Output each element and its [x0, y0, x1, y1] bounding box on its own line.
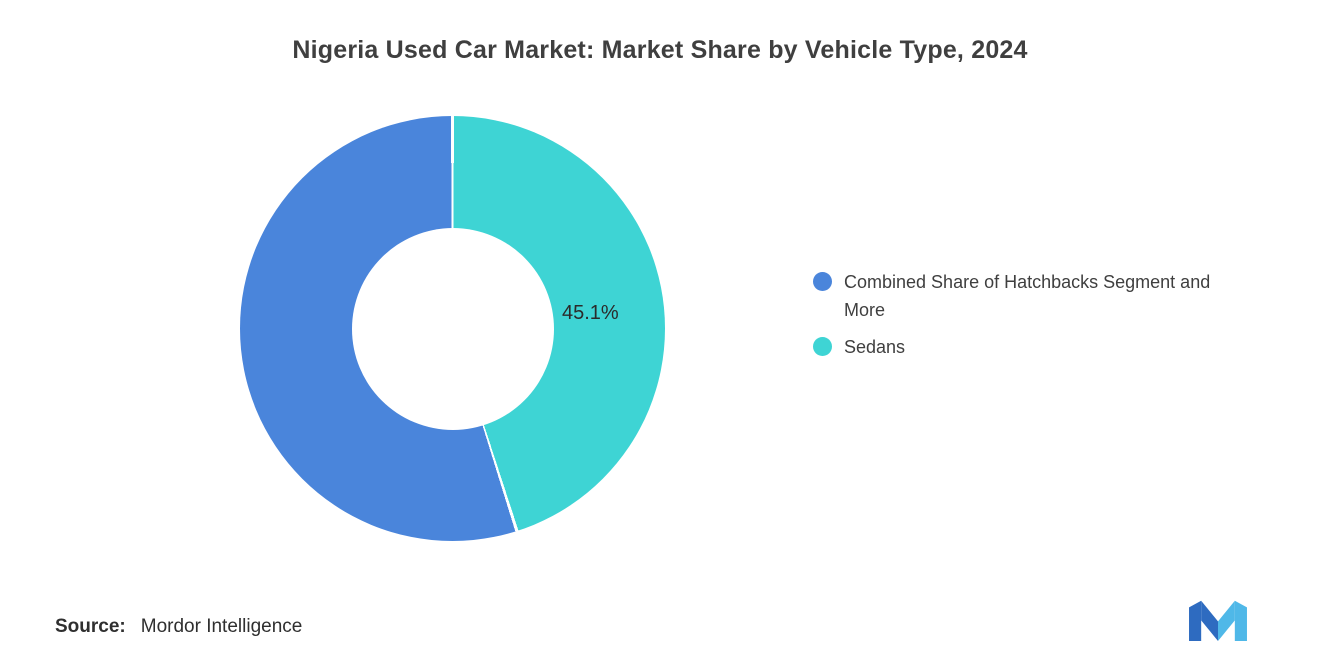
legend-swatch-hatchbacks-icon — [813, 272, 832, 291]
donut-hole — [351, 227, 554, 430]
legend-label-sedans: Sedans — [844, 337, 906, 357]
legend-item-hatchbacks: Combined Share of Hatchbacks Segment and… — [813, 268, 1291, 324]
legend-item-sedans: Sedans — [813, 333, 1291, 361]
chart-title: Nigeria Used Car Market: Market Share by… — [292, 36, 1028, 64]
legend-label-hatchbacks: Combined Share of Hatchbacks Segment and… — [844, 272, 1211, 320]
legend-swatch-sedans-icon — [813, 337, 832, 356]
mordor-intelligence-logo — [1189, 598, 1247, 641]
chart-legend: Combined Share of Hatchbacks Segment and… — [813, 268, 1291, 370]
source-row: Source: Mordor Intelligence — [55, 616, 302, 638]
slice-value-label: 45.1% — [562, 302, 619, 324]
source-value: Mordor Intelligence — [140, 616, 303, 637]
source-label: Source: — [55, 616, 126, 637]
donut-chart-area: 45.1% — [240, 116, 665, 541]
